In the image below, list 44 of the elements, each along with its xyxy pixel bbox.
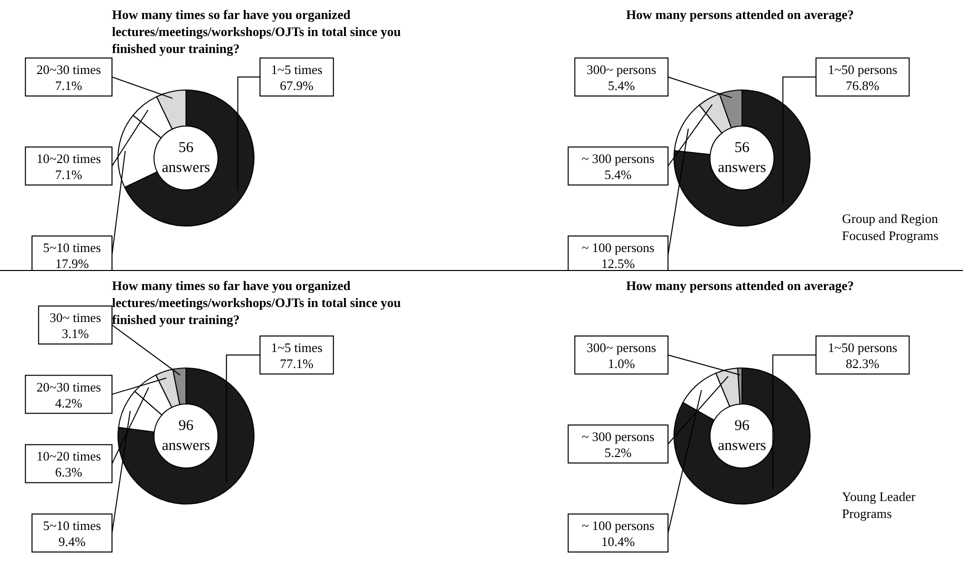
slice-label: 20~30 times <box>36 62 101 77</box>
data-label: 3.1% <box>62 326 90 341</box>
slice-label: 300~ persons <box>586 62 656 77</box>
slice-label: 5~10 times <box>43 518 101 533</box>
data-label: 5.4% <box>608 78 636 93</box>
slice-label: ~ 300 persons <box>582 429 654 444</box>
chart-title: How many times so far have you organized lectures/meetings/workshops/OJTs in total since you finished your training? <box>112 277 402 328</box>
slice-label: 1~5 times <box>270 62 322 77</box>
slice-label: ~ 100 persons <box>582 240 654 255</box>
text: 96 answers <box>716 417 768 456</box>
slice-label: 1~50 persons <box>828 62 898 77</box>
slice-label: 20~30 times <box>36 379 101 394</box>
data-label: 6.3% <box>55 464 82 480</box>
slice-label: 1~50 persons <box>828 340 898 355</box>
text: 96 answers <box>160 417 212 456</box>
chart-title: How many persons attended on average? <box>625 277 855 294</box>
data-label: 4.2% <box>55 395 82 410</box>
data-label: 17.9% <box>55 256 89 271</box>
data-label: 82.3% <box>846 356 880 371</box>
text: 56 answers <box>716 139 768 178</box>
data-label: 5.2% <box>604 445 632 460</box>
text: Young Leader Programs <box>842 488 916 522</box>
slice-label: ~ 300 persons <box>582 151 654 166</box>
text: Group and Region Focused Programs <box>842 210 940 244</box>
slice-label: 10~20 times <box>36 448 101 464</box>
data-label: 7.1% <box>55 167 82 182</box>
slice-label: 300~ persons <box>586 340 656 355</box>
data-label: 1.0% <box>608 356 636 371</box>
data-label: 67.9% <box>280 78 314 93</box>
data-label: 77.1% <box>280 356 314 371</box>
slice-label: ~ 100 persons <box>582 518 654 533</box>
data-label: 9.4% <box>58 534 86 549</box>
chart-title: How many persons attended on average? <box>625 6 855 23</box>
slice-label: 10~20 times <box>36 151 101 166</box>
chart-title: How many times so far have you organized lectures/meetings/workshops/OJTs in total since you finished your training? <box>112 6 402 57</box>
data-label: 12.5% <box>601 256 636 271</box>
slice-label: 30~ times <box>50 310 102 325</box>
data-label: 10.4% <box>601 534 636 549</box>
data-label: 76.8% <box>846 78 880 93</box>
text: 56 answers <box>160 139 212 178</box>
data-label: 7.1% <box>55 78 82 93</box>
data-label: 5.4% <box>604 167 632 182</box>
slice-label: 1~5 times <box>270 340 322 355</box>
slice-label: 5~10 times <box>43 240 101 255</box>
